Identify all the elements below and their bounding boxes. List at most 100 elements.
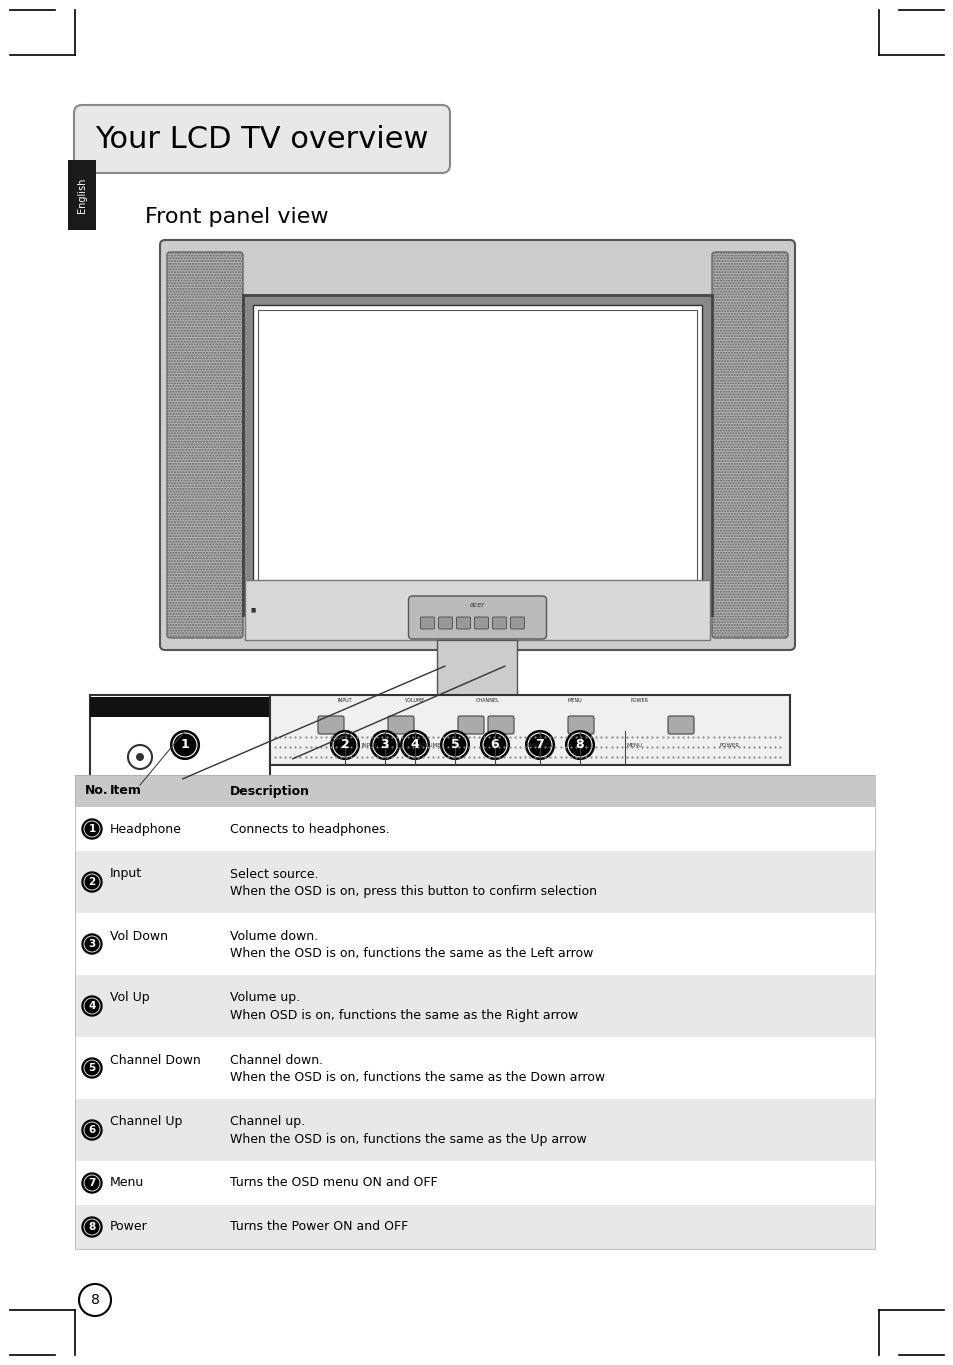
- Text: ■: ■: [250, 607, 255, 613]
- Circle shape: [371, 732, 398, 759]
- Bar: [75, 975, 874, 1037]
- Text: English: English: [77, 177, 87, 213]
- FancyBboxPatch shape: [667, 717, 693, 734]
- Text: Channel Up: Channel Up: [110, 1115, 182, 1129]
- Bar: [90, 698, 270, 717]
- Text: 4: 4: [410, 738, 419, 752]
- FancyBboxPatch shape: [457, 717, 483, 734]
- Circle shape: [331, 732, 358, 759]
- Text: No.: No.: [85, 785, 109, 797]
- Text: 2: 2: [340, 738, 349, 752]
- FancyBboxPatch shape: [74, 105, 450, 173]
- Text: VOLUME: VOLUME: [404, 698, 425, 703]
- Text: Connects to headphones.: Connects to headphones.: [230, 823, 389, 835]
- Text: 8: 8: [91, 1293, 99, 1308]
- Bar: [68, 160, 96, 229]
- Text: Front panel view: Front panel view: [145, 207, 328, 227]
- FancyBboxPatch shape: [160, 240, 794, 650]
- Text: 1: 1: [180, 738, 190, 752]
- Text: 8: 8: [89, 1222, 95, 1233]
- Text: Headphone: Headphone: [110, 823, 182, 835]
- Text: VOLUME: VOLUME: [418, 743, 441, 748]
- Text: 7: 7: [535, 738, 544, 752]
- Text: MENU: MENU: [626, 743, 642, 748]
- Text: Input: Input: [110, 868, 142, 880]
- Text: 4: 4: [89, 1001, 95, 1011]
- Text: POWER: POWER: [630, 698, 648, 703]
- Circle shape: [82, 819, 102, 839]
- Text: Channel Down: Channel Down: [110, 1054, 200, 1066]
- Text: Your LCD TV overview: Your LCD TV overview: [95, 124, 428, 153]
- FancyBboxPatch shape: [474, 617, 488, 629]
- Bar: [75, 1099, 874, 1162]
- Circle shape: [171, 732, 199, 759]
- Bar: [75, 1037, 874, 1099]
- Text: Turns the OSD menu ON and OFF: Turns the OSD menu ON and OFF: [230, 1177, 437, 1189]
- Bar: [253, 304, 701, 605]
- Text: When the OSD is on, functions the same as the Up arrow: When the OSD is on, functions the same a…: [230, 1133, 586, 1147]
- Text: When the OSD is on, functions the same as the Left arrow: When the OSD is on, functions the same a…: [230, 947, 593, 961]
- Text: When OSD is on, functions the same as the Right arrow: When OSD is on, functions the same as th…: [230, 1010, 578, 1022]
- Bar: [75, 1162, 874, 1205]
- Text: Volume down.: Volume down.: [230, 930, 317, 942]
- Circle shape: [82, 872, 102, 891]
- Bar: [243, 295, 711, 616]
- Text: When the OSD is on, press this button to confirm selection: When the OSD is on, press this button to…: [230, 886, 597, 898]
- Circle shape: [82, 996, 102, 1016]
- Circle shape: [82, 934, 102, 954]
- Text: 5: 5: [450, 738, 459, 752]
- Text: Channel up.: Channel up.: [230, 1115, 305, 1129]
- Text: Vol Down: Vol Down: [110, 930, 168, 942]
- Circle shape: [82, 1058, 102, 1078]
- Bar: [75, 775, 874, 1249]
- Circle shape: [400, 732, 429, 759]
- Circle shape: [136, 753, 144, 762]
- FancyBboxPatch shape: [510, 617, 524, 629]
- Bar: [75, 807, 874, 850]
- FancyBboxPatch shape: [167, 253, 243, 637]
- Text: Power: Power: [110, 1220, 148, 1234]
- Text: MENU: MENU: [567, 698, 581, 703]
- Circle shape: [440, 732, 469, 759]
- Text: Description: Description: [230, 785, 310, 797]
- Text: 7: 7: [89, 1178, 95, 1188]
- Text: 5: 5: [89, 1063, 95, 1073]
- Bar: [75, 850, 874, 913]
- Text: 8: 8: [575, 738, 583, 752]
- Circle shape: [565, 732, 594, 759]
- FancyBboxPatch shape: [492, 617, 506, 629]
- FancyBboxPatch shape: [317, 717, 344, 734]
- Text: Channel down.: Channel down.: [230, 1054, 323, 1066]
- Text: CHANNEL: CHANNEL: [526, 743, 553, 748]
- Bar: [90, 695, 270, 785]
- FancyBboxPatch shape: [567, 717, 594, 734]
- Bar: [257, 310, 697, 601]
- Text: Item: Item: [110, 785, 142, 797]
- Bar: [75, 775, 874, 807]
- FancyBboxPatch shape: [388, 717, 414, 734]
- Text: POWER: POWER: [720, 743, 740, 748]
- FancyBboxPatch shape: [438, 617, 452, 629]
- Text: When the OSD is on, functions the same as the Down arrow: When the OSD is on, functions the same a…: [230, 1072, 604, 1085]
- Text: 2: 2: [89, 876, 95, 887]
- Circle shape: [82, 1173, 102, 1193]
- Circle shape: [82, 1121, 102, 1140]
- FancyBboxPatch shape: [456, 617, 470, 629]
- Circle shape: [525, 732, 554, 759]
- Text: Select source.: Select source.: [230, 868, 318, 880]
- Circle shape: [480, 732, 509, 759]
- Text: Vol Up: Vol Up: [110, 991, 150, 1005]
- Text: INPUT: INPUT: [337, 698, 352, 703]
- Text: acer: acer: [470, 602, 485, 607]
- Text: 6: 6: [490, 738, 498, 752]
- Circle shape: [82, 1218, 102, 1237]
- FancyBboxPatch shape: [711, 253, 787, 637]
- Text: Menu: Menu: [110, 1177, 144, 1189]
- Bar: [270, 695, 789, 764]
- Text: Volume up.: Volume up.: [230, 991, 300, 1005]
- Bar: [437, 640, 517, 700]
- Text: 6: 6: [89, 1125, 95, 1136]
- FancyBboxPatch shape: [488, 717, 514, 734]
- Text: Turns the Power ON and OFF: Turns the Power ON and OFF: [230, 1220, 408, 1234]
- Bar: [75, 913, 874, 975]
